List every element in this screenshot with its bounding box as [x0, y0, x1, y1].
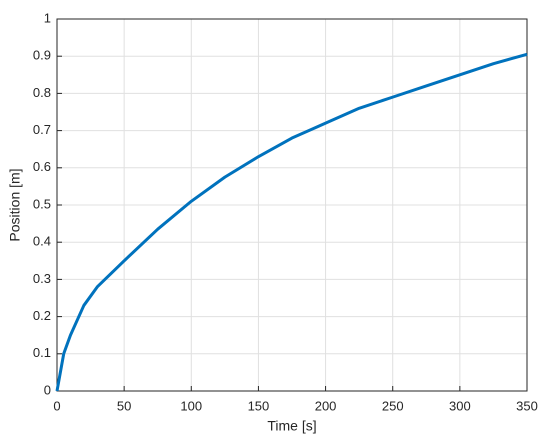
plot-frame [56, 18, 528, 392]
y-tick-label: 0 [44, 382, 51, 397]
y-tick-label: 0.7 [33, 122, 51, 137]
x-tick-label: 300 [449, 398, 471, 413]
y-tick-label: 0.1 [33, 345, 51, 360]
y-tick-label: 0.4 [33, 234, 51, 249]
x-tick-label: 100 [180, 398, 202, 413]
x-axis-label: Time [s] [267, 418, 316, 434]
y-tick-label: 0.9 [33, 48, 51, 63]
x-tick-label: 350 [516, 398, 538, 413]
y-tick-label: 0.5 [33, 196, 51, 211]
data-line [55, 52, 528, 392]
y-tick-label: 0.2 [33, 308, 51, 323]
y-tick-label: 1 [44, 10, 51, 25]
y-tick-label: 0.6 [33, 159, 51, 174]
x-tick-label: 250 [382, 398, 404, 413]
x-tick-label: 50 [117, 398, 131, 413]
y-axis-label: Position [m] [7, 168, 23, 241]
x-tick-label: 0 [53, 398, 60, 413]
y-tick-label: 0.8 [33, 85, 51, 100]
x-tick-label: 200 [315, 398, 337, 413]
x-tick-label: 150 [248, 398, 270, 413]
y-tick-label: 0.3 [33, 271, 51, 286]
